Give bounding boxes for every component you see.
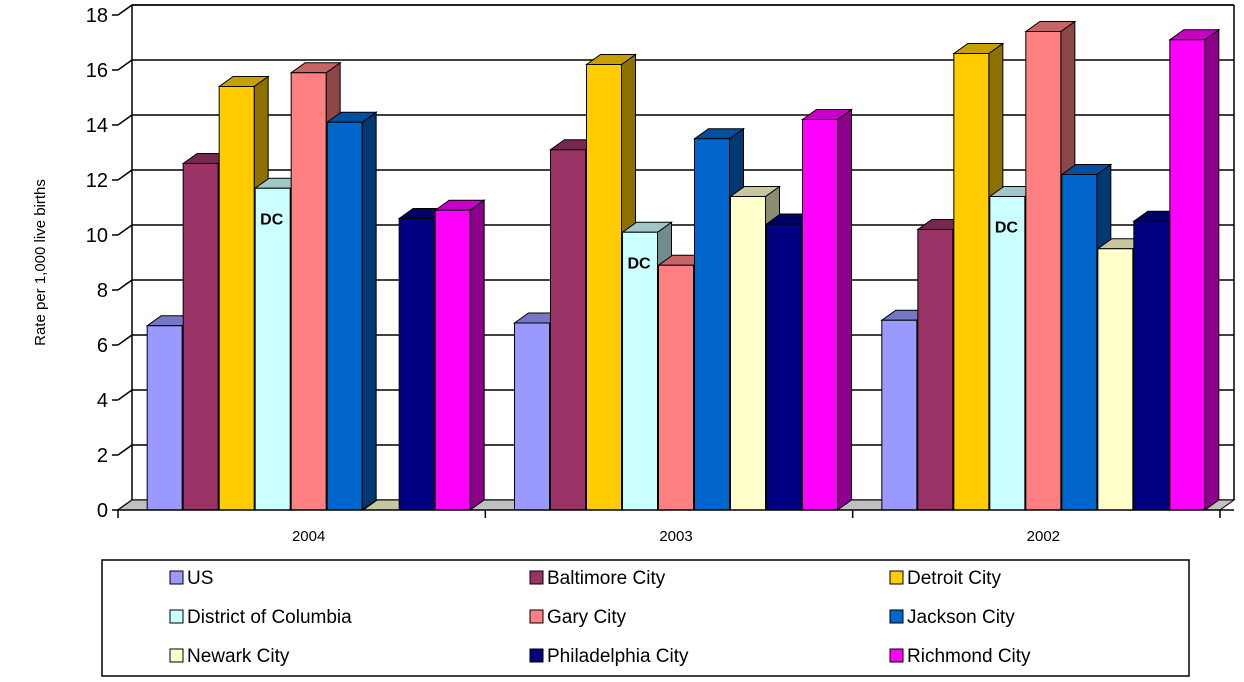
gridline-side	[117, 114, 133, 126]
y-tick-label: 16	[86, 60, 108, 82]
legend-swatch	[529, 648, 544, 663]
bar-us-2003	[514, 322, 550, 511]
legend-swatch	[529, 570, 544, 585]
bar-richmond-city-2003-side	[837, 108, 852, 511]
bar-richmond-city-2004	[434, 209, 471, 511]
bar-detroit-city-2004	[218, 86, 255, 511]
y-tick-label: 6	[97, 335, 108, 357]
bar-philadelphia-city-2003	[766, 223, 802, 511]
bar-baltimore-city-2002	[917, 229, 954, 511]
y-tick-label: 10	[86, 225, 108, 247]
legend-box	[101, 559, 1190, 677]
y-tick-label: 2	[97, 445, 108, 467]
legend-label: US	[187, 568, 213, 589]
y-tick-label: 4	[97, 390, 108, 412]
bar-newark-city-2002	[1097, 248, 1134, 511]
legend-label: Richmond City	[907, 646, 1031, 667]
dc-annotation: DC	[260, 211, 284, 228]
gridline-side	[117, 59, 133, 71]
y-tick-label: 8	[97, 280, 108, 302]
legend-swatch	[169, 609, 184, 624]
bar-gary-city-2002	[1025, 31, 1062, 511]
y-tick-label: 18	[86, 5, 108, 27]
bar-district-of-columbia-2002	[989, 196, 1026, 511]
bar-detroit-city-2003	[586, 64, 622, 511]
y-tick-label: 0	[97, 500, 108, 522]
legend-swatch	[169, 570, 184, 585]
legend-label: Newark City	[187, 646, 290, 667]
y-axis-title: Rate per 1,000 live births	[32, 179, 49, 346]
legend-swatch	[889, 570, 904, 585]
bar-detroit-city-2002	[953, 53, 990, 511]
x-tick-label: 2002	[1027, 528, 1060, 545]
bar-jackson-city-2004-side	[361, 111, 377, 511]
legend-swatch	[529, 609, 544, 624]
legend-label: District of Columbia	[187, 607, 352, 628]
legend-label: Gary City	[547, 607, 627, 628]
gridline-side	[117, 4, 133, 16]
legend-label: Baltimore City	[547, 568, 666, 589]
bar-district-of-columbia-2003	[622, 231, 658, 511]
legend-swatch	[169, 648, 184, 663]
dc-annotation: DC	[628, 255, 652, 272]
gridline-side	[117, 169, 133, 181]
bar-richmond-city-2002	[1169, 39, 1206, 511]
bar-baltimore-city-2004	[182, 163, 219, 511]
bar-newark-city-2003	[730, 196, 766, 511]
bar-us-2004	[146, 325, 183, 511]
bar-district-of-columbia-2004	[254, 187, 291, 511]
legend-label: Jackson City	[907, 607, 1015, 628]
bar-richmond-city-2002-side	[1204, 28, 1220, 511]
bar-us-2002	[881, 319, 918, 511]
legend-label: Philadelphia City	[547, 646, 689, 667]
x-tick-label: 2004	[292, 528, 325, 545]
gridline-side	[117, 279, 133, 291]
gridline-side	[117, 444, 133, 456]
bar-gary-city-2004	[290, 72, 327, 511]
bar-jackson-city-2002	[1061, 174, 1098, 511]
gridline-side	[117, 224, 133, 236]
gridline-side	[117, 334, 133, 346]
gridline-side	[117, 389, 133, 401]
dc-annotation: DC	[995, 220, 1019, 237]
bar-philadelphia-city-2002	[1133, 220, 1170, 511]
legend-label: Detroit City	[907, 568, 1001, 589]
bar-jackson-city-2004	[326, 121, 363, 511]
y-tick-label: 14	[86, 115, 108, 137]
bar-baltimore-city-2003	[550, 149, 586, 511]
bar-philadelphia-city-2004	[398, 218, 435, 511]
legend-swatch	[889, 609, 904, 624]
y-tick-label: 12	[86, 170, 108, 192]
bar-jackson-city-2003	[694, 138, 730, 511]
bar-richmond-city-2004-side	[469, 199, 485, 511]
bar-gary-city-2003	[658, 264, 694, 511]
x-tick-label: 2003	[659, 528, 692, 545]
bar-richmond-city-2003	[802, 119, 838, 511]
legend-swatch	[889, 648, 904, 663]
